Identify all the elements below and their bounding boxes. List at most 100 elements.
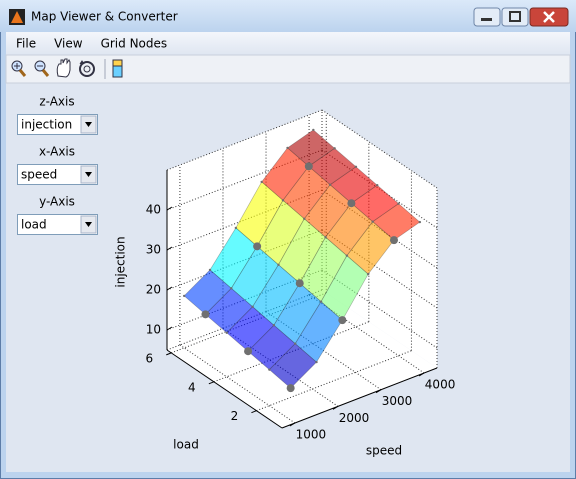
grid-node: [312, 128, 315, 132]
tick-mark: [166, 246, 173, 251]
dropdown[interactable]: [17, 214, 98, 235]
grid-node: [182, 294, 186, 298]
tick-mark: [251, 410, 257, 414]
control-label: y-Axis: [39, 195, 75, 209]
dropdown-value: load: [21, 218, 47, 232]
y-tick-label: 6: [145, 351, 153, 365]
menu-item[interactable]: File: [16, 37, 36, 51]
close-glyph: [543, 11, 555, 23]
dropdown-value: injection: [21, 118, 72, 132]
grid-node: [201, 310, 210, 319]
menu-item[interactable]: View: [54, 37, 83, 51]
grid-node: [260, 180, 263, 184]
x-tick-label: 1000: [296, 428, 327, 442]
y-tick-label: 2: [231, 409, 239, 423]
toolbar-buttons: [11, 58, 123, 79]
menu-items: File View Grid Nodes: [16, 37, 167, 51]
grid-node: [244, 347, 253, 356]
grid-node: [371, 220, 374, 223]
z-tick-label: 20: [146, 283, 161, 297]
grid-node: [272, 324, 276, 327]
tick-mark: [332, 405, 339, 410]
pan-button[interactable]: [56, 58, 71, 78]
grid-line: [179, 344, 296, 424]
dropdown-value: speed: [21, 168, 57, 182]
grid-node: [277, 263, 280, 266]
grid-node: [397, 202, 400, 205]
grid-node: [389, 236, 398, 245]
menu-bar: [6, 32, 570, 55]
maximize-glyph: [509, 11, 521, 22]
zoom-in-button[interactable]: [11, 60, 27, 77]
grid-line: [256, 350, 412, 412]
minimize-glyph: [481, 18, 492, 21]
grid-node: [319, 300, 323, 303]
maximize-button[interactable]: [501, 7, 529, 27]
tick-mark: [166, 286, 173, 291]
y-axis-line: [166, 349, 283, 429]
window-title: Map Viewer & Converter: [31, 10, 178, 24]
grid-node: [230, 287, 233, 290]
grid-node: [286, 146, 289, 150]
tick-mark: [208, 381, 215, 385]
grid-node: [281, 199, 285, 202]
grid-node: [253, 242, 262, 251]
grid-node: [295, 279, 304, 288]
x-tick-label: 3000: [382, 394, 413, 408]
grid-node: [303, 217, 306, 220]
grid-node: [304, 162, 313, 171]
grid-line: [308, 294, 425, 374]
menu-item[interactable]: Grid Nodes: [101, 37, 168, 51]
grid-node: [208, 268, 212, 272]
grid-node: [354, 165, 358, 168]
x-axis-label: speed: [366, 444, 402, 458]
control-label: z-Axis: [39, 95, 74, 109]
x-tick-label: 2000: [339, 411, 370, 425]
z-axis-label: injection: [114, 236, 128, 287]
tick-mark: [418, 372, 425, 377]
x-axis-line: [281, 367, 438, 429]
y-tick-label: 4: [188, 380, 196, 394]
tick-mark: [166, 326, 173, 331]
tick-mark: [375, 389, 382, 394]
grid-node: [333, 147, 336, 150]
axis-controls: z-Axis injection x-Axis speed y-Axis load: [17, 95, 98, 235]
grid-node: [315, 360, 318, 364]
grid-node: [347, 199, 356, 208]
grid-node: [234, 226, 238, 230]
dropdown[interactable]: [17, 114, 98, 135]
dropdown-arrow: [85, 122, 92, 127]
window-buttons: [473, 7, 569, 27]
grid-node: [293, 342, 297, 345]
x-tick-label: 4000: [425, 378, 456, 392]
tick-mark: [289, 422, 296, 427]
control-label: x-Axis: [39, 145, 75, 159]
grid-node: [366, 272, 370, 276]
app-icon-shape: [11, 11, 23, 23]
grid-node: [251, 305, 254, 308]
grid-node: [268, 368, 271, 371]
grid-line: [213, 321, 370, 383]
grid-node: [286, 384, 295, 393]
rotate-button[interactable]: [79, 60, 95, 77]
minimize-button[interactable]: [473, 7, 501, 27]
dropdown[interactable]: [17, 164, 98, 185]
surface-chart: 1000 2000 3000 4000 2 4 6 10 20 30 40 speed load inje…: [114, 109, 456, 458]
z-tick-label: 30: [146, 243, 161, 257]
grid-node: [345, 254, 349, 257]
box-edge: [321, 109, 438, 189]
y-axis-label: load: [173, 438, 199, 452]
tick-mark: [166, 352, 172, 356]
colorbar-button[interactable]: [112, 59, 123, 78]
tick-mark: [166, 206, 173, 211]
zoom-out-button[interactable]: [34, 60, 50, 77]
dropdown-arrow: [85, 222, 92, 227]
z-tick-label: 40: [146, 203, 161, 217]
grid-node: [225, 331, 228, 334]
grid-node: [328, 183, 332, 186]
grid-line: [321, 229, 438, 309]
grid-node: [376, 184, 379, 187]
box-edge: [166, 109, 323, 171]
grid-node: [324, 236, 327, 239]
